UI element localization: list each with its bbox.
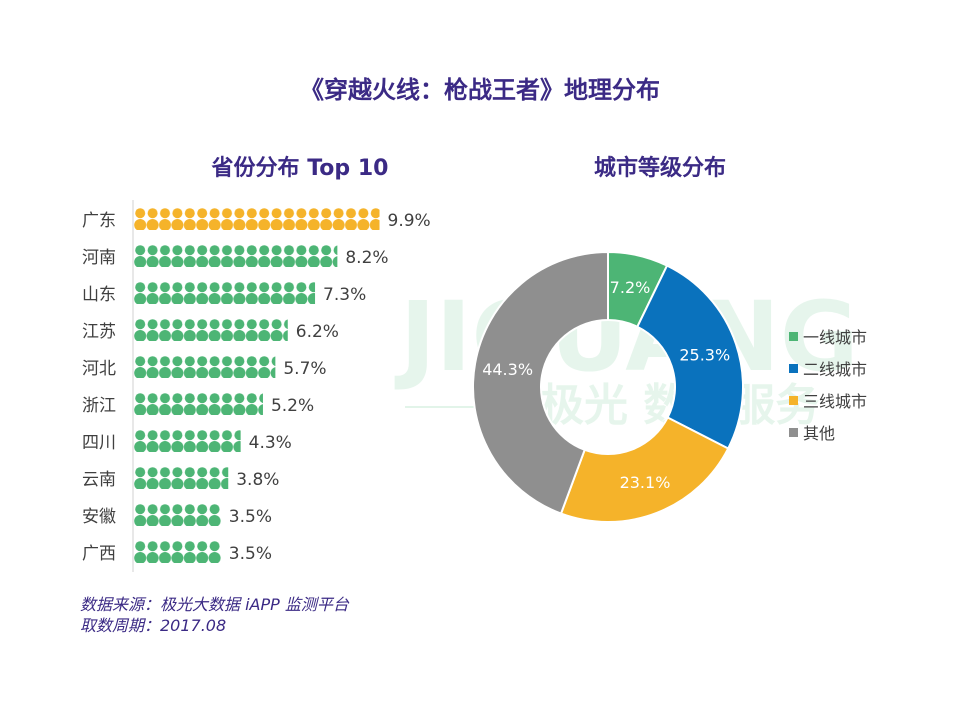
value-label: 3.5%	[229, 544, 272, 564]
value-label: 3.8%	[236, 470, 279, 490]
bar	[134, 245, 338, 267]
bar	[134, 393, 263, 415]
slice-label: 7.2%	[610, 278, 651, 297]
bar	[134, 541, 221, 563]
value-label: 6.2%	[296, 322, 339, 342]
bar-group	[134, 319, 288, 341]
bar-group	[134, 430, 241, 452]
bar	[134, 282, 316, 304]
legend-swatch	[789, 364, 798, 373]
legend-label: 其他	[803, 424, 835, 443]
legend-swatch	[789, 428, 798, 437]
value-label: 8.2%	[345, 248, 388, 268]
category-label: 河北	[82, 359, 116, 379]
legend-label: 三线城市	[803, 392, 867, 411]
bar-group	[134, 467, 229, 489]
category-label: 河南	[82, 248, 116, 268]
category-label: 广西	[82, 544, 116, 564]
category-label: 云南	[82, 470, 116, 490]
bar-group	[134, 356, 276, 378]
city-chart-title: 城市等级分布	[593, 156, 726, 181]
page-title: 《穿越火线：枪战王者》地理分布	[300, 76, 660, 104]
value-label: 5.7%	[283, 359, 326, 379]
province-chart-title: 省份分布 Top 10	[211, 156, 389, 181]
bar-group	[134, 541, 221, 563]
value-label: 5.2%	[271, 396, 314, 416]
source-line: 数据来源：极光大数据 iAPP 监测平台	[80, 595, 349, 614]
donut-slice	[471, 250, 609, 515]
bar-group	[134, 282, 316, 304]
legend-label: 二线城市	[803, 360, 867, 379]
category-label: 四川	[82, 433, 116, 453]
bar-group	[134, 504, 221, 526]
slice-label: 25.3%	[679, 346, 730, 365]
bar	[134, 467, 229, 489]
category-label: 江苏	[82, 322, 116, 342]
bar-group	[134, 393, 263, 415]
bar-group	[134, 245, 338, 267]
category-label: 广东	[82, 211, 116, 231]
category-label: 浙江	[82, 396, 116, 416]
source-note: 数据来源：极光大数据 iAPP 监测平台 取数周期：2017.08	[80, 594, 349, 636]
category-label: 安徽	[82, 507, 116, 527]
period-line: 取数周期：2017.08	[80, 616, 227, 635]
bar	[134, 504, 221, 526]
legend-swatch	[789, 332, 798, 341]
slice-label: 23.1%	[620, 473, 671, 492]
donut-slice	[559, 416, 730, 523]
bar	[134, 319, 288, 341]
value-label: 9.9%	[388, 211, 431, 231]
bar	[134, 208, 380, 230]
value-label: 4.3%	[249, 433, 292, 453]
value-label: 3.5%	[229, 507, 272, 527]
bar	[134, 356, 276, 378]
category-label: 山东	[82, 285, 116, 305]
slice-label: 44.3%	[482, 360, 533, 379]
bar	[134, 430, 241, 452]
value-label: 7.3%	[323, 285, 366, 305]
legend-label: 一线城市	[803, 328, 867, 347]
donut-slice	[635, 264, 744, 450]
legend-swatch	[789, 396, 798, 405]
bar-group	[134, 208, 380, 230]
